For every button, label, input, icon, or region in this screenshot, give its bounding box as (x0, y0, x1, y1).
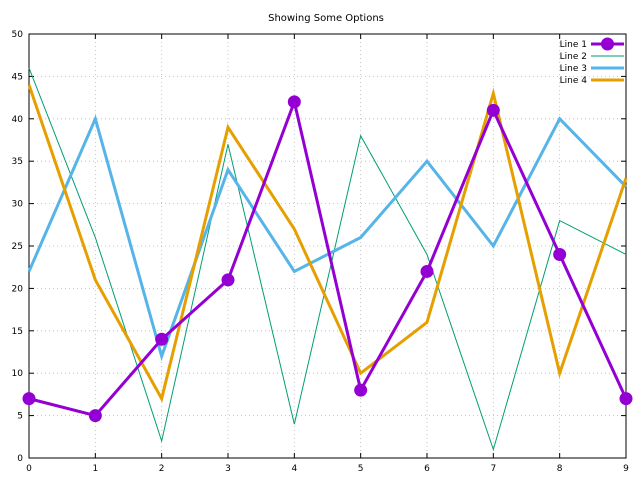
series-line-4 (27, 84, 628, 403)
series-1-point (221, 273, 235, 287)
legend-label-3: Line 3 (560, 64, 587, 74)
series-1-point (420, 264, 434, 278)
series-1-point (486, 103, 500, 117)
series-1-point (287, 95, 301, 109)
series-area (22, 67, 633, 452)
legend: Line 1 Line 2 Line 3 Line 4 (560, 37, 624, 86)
x-tick-label: 2 (159, 464, 165, 474)
legend-label-2: Line 2 (560, 52, 587, 62)
series-1-point (155, 332, 169, 346)
series-1-point (619, 392, 633, 406)
y-tick-label: 35 (12, 157, 23, 167)
x-tick-label: 6 (424, 464, 430, 474)
series-line-2 (28, 67, 627, 452)
x-tick-label: 5 (358, 464, 364, 474)
series-1-point (88, 409, 102, 423)
y-tick-label: 30 (12, 200, 24, 210)
series-line-1 (28, 96, 628, 418)
y-tick-label: 40 (12, 115, 24, 125)
y-tick-label: 50 (12, 30, 24, 40)
x-tick-label: 3 (225, 464, 231, 474)
legend-marker-1 (601, 37, 614, 51)
series-1-point (22, 392, 36, 406)
x-tick-label: 4 (291, 464, 297, 474)
series-1-point (354, 383, 368, 397)
y-tick-label: 25 (12, 242, 23, 252)
x-tick-label: 9 (623, 464, 629, 474)
legend-label-4: Line 4 (560, 76, 588, 86)
y-tick-label: 10 (12, 369, 24, 379)
legend-label-1: Line 1 (560, 40, 587, 50)
x-tick-label: 0 (26, 464, 32, 474)
chart-title: Showing Some Options (268, 13, 384, 24)
x-tick-label: 1 (92, 464, 98, 474)
y-tick-label: 45 (12, 72, 23, 82)
x-tick-label: 8 (557, 464, 563, 474)
x-tick-label: 7 (490, 464, 496, 474)
y-tick-label: 15 (12, 327, 23, 337)
y-tick-label: 20 (12, 284, 24, 294)
y-tick-label: 5 (17, 412, 23, 422)
series-1-point (553, 247, 567, 261)
y-tick-label: 0 (17, 454, 23, 464)
